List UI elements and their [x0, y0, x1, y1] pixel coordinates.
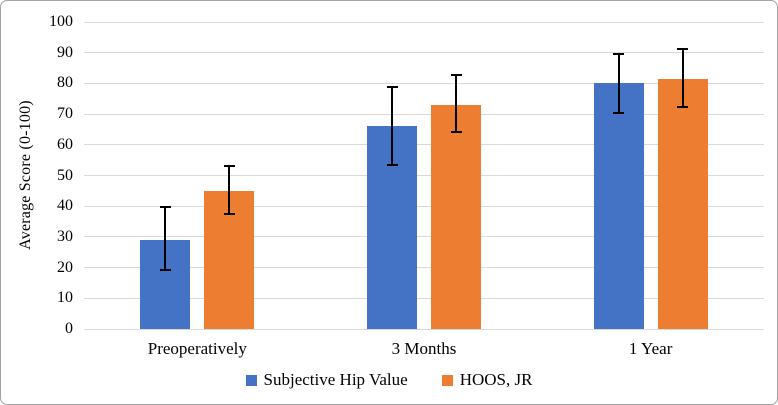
gridline-60	[84, 144, 764, 146]
error-bar-cap-bottom	[677, 105, 689, 108]
error-bar-line	[228, 164, 231, 216]
legend-item-hoos-jr: HOOS, JR	[441, 370, 533, 390]
error-bar-cap-top	[450, 74, 462, 77]
gridline-40	[84, 205, 764, 207]
legend-swatch-hoos-jr	[441, 374, 453, 386]
plot-area	[84, 21, 764, 330]
gridline-0	[84, 328, 764, 330]
error-bar-cap-top	[159, 206, 171, 209]
error-bar-cap-top	[223, 164, 235, 167]
error-bar-line	[164, 206, 167, 271]
error-bar-cap-bottom	[386, 164, 398, 167]
error-bar-cap-bottom	[450, 130, 462, 133]
gridline-10	[84, 297, 764, 299]
legend-label: Subjective Hip Value	[263, 370, 408, 389]
error-bar-hoos-jr-3-months	[450, 74, 462, 133]
bar-hoos-jr-3-months	[431, 104, 481, 329]
bar-hoos-jr-1-year	[657, 78, 708, 329]
y-tick-label-10: 10	[57, 289, 73, 307]
y-tick-label-80: 80	[57, 74, 73, 92]
y-tick-label-50: 50	[57, 166, 73, 184]
error-bar-cap-bottom	[223, 213, 235, 216]
error-bar-subjective-hip-value-preoperatively	[159, 206, 171, 271]
error-bar-line	[617, 52, 620, 115]
error-bar-cap-top	[386, 86, 398, 89]
x-axis-label-3-months: 3 Months	[391, 339, 457, 358]
gridline-50	[84, 175, 764, 176]
y-tick-label-90: 90	[57, 43, 73, 61]
x-axis-label-preoperatively: Preoperatively	[147, 339, 247, 358]
gridline-20	[84, 267, 764, 269]
error-bar-subjective-hip-value-3-months	[386, 86, 398, 167]
legend-swatch-subjective-hip-value	[245, 374, 257, 386]
legend-item-subjective-hip-value: Subjective Hip Value	[245, 370, 408, 390]
y-tick-label-70: 70	[57, 105, 73, 123]
y-tick-label-20: 20	[57, 258, 73, 276]
legend-label: HOOS, JR	[459, 370, 533, 389]
y-tick-label-100: 100	[49, 13, 73, 30]
bar-subjective-hip-value-1-year	[593, 83, 644, 329]
y-tick-label-40: 40	[57, 197, 73, 215]
error-bar-cap-top	[677, 48, 689, 51]
y-tick-label-60: 60	[57, 135, 73, 153]
error-bar-cap-top	[613, 52, 625, 55]
gridline-80	[84, 82, 764, 84]
gridline-70	[84, 113, 764, 115]
error-bar-hoos-jr-preoperatively	[223, 164, 235, 216]
error-bar-line	[391, 86, 393, 167]
y-tick-label-0: 0	[65, 320, 73, 337]
error-bar-hoos-jr-1-year	[677, 48, 689, 108]
legend: Subjective Hip Value HOOS, JR	[1, 370, 777, 390]
error-bar-line	[455, 74, 457, 133]
x-axis-label-1-year: 1 Year	[628, 339, 673, 358]
y-tick-label-30: 30	[57, 227, 73, 245]
y-axis-tick-labels: 0 10 20 30 40 50 60 70 80 90 100	[1, 13, 73, 337]
gridline-90	[84, 52, 764, 54]
x-axis-labels: Preoperatively 3 Months 1 Year	[84, 339, 764, 361]
gridline-30	[84, 236, 764, 238]
error-bar-line	[681, 48, 684, 108]
gridline-100	[84, 21, 764, 23]
error-bar-cap-bottom	[613, 112, 625, 115]
error-bar-subjective-hip-value-1-year	[613, 52, 625, 115]
error-bar-cap-bottom	[159, 268, 171, 271]
